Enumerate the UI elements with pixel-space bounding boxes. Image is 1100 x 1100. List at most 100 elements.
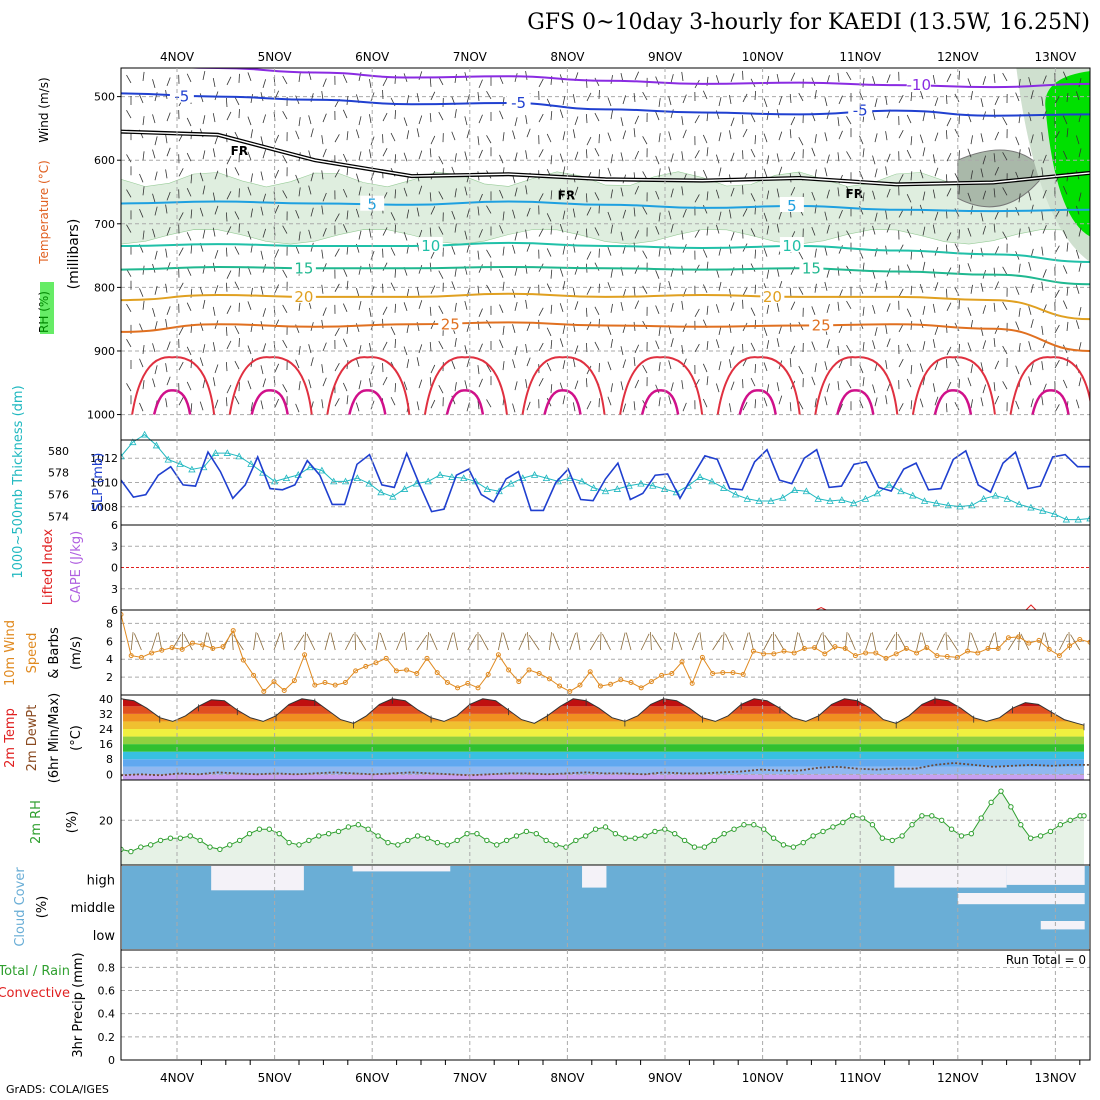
thickness-point bbox=[235, 452, 243, 460]
wind-barb bbox=[776, 74, 780, 83]
wind-barb bbox=[165, 248, 168, 258]
wind-barb bbox=[754, 319, 757, 329]
contour-label: 5 bbox=[787, 197, 797, 215]
wind-barb bbox=[919, 90, 924, 100]
wind-speed-point bbox=[128, 653, 134, 659]
wind-barb bbox=[550, 339, 553, 350]
wind-barb-10m bbox=[589, 634, 600, 651]
wind-barb bbox=[885, 96, 888, 106]
wind-barb-10m bbox=[885, 634, 896, 651]
wind-barb bbox=[574, 230, 579, 240]
wind-barb bbox=[1018, 193, 1021, 203]
wind-barb bbox=[586, 365, 592, 375]
rh-point bbox=[859, 815, 866, 821]
wind-barb bbox=[668, 131, 672, 141]
wind-barb bbox=[702, 90, 708, 100]
temp-band bbox=[123, 759, 1084, 767]
wind-barb bbox=[346, 166, 349, 176]
wind-barb bbox=[390, 282, 396, 291]
wind-barb bbox=[642, 364, 648, 374]
wind-barb-10m bbox=[742, 632, 749, 651]
rh-point bbox=[355, 822, 362, 828]
wind-barb bbox=[139, 402, 144, 412]
wind-barb bbox=[562, 395, 566, 405]
wind-barb bbox=[512, 403, 516, 413]
thickness-point bbox=[176, 460, 184, 467]
wind-barb bbox=[607, 211, 612, 221]
temp-contour-35 bbox=[543, 389, 582, 415]
wind-barb bbox=[454, 338, 457, 348]
wind-speed-point bbox=[444, 679, 450, 685]
wind-speed-point bbox=[240, 657, 246, 663]
wind-barb bbox=[1066, 286, 1069, 296]
wind-barb bbox=[438, 156, 444, 165]
cloud-pct-label: (%) bbox=[35, 896, 50, 919]
wind-barb bbox=[715, 383, 720, 393]
wind-barb bbox=[454, 267, 457, 277]
wind-speed-point bbox=[740, 671, 746, 677]
wind-barb-10m bbox=[970, 633, 979, 651]
wind-barb bbox=[694, 229, 700, 238]
thickness-point bbox=[121, 452, 125, 460]
wind-speed-point bbox=[455, 685, 461, 691]
wind-barb bbox=[369, 343, 372, 353]
wind-barb-10m bbox=[527, 632, 530, 651]
thickness-point bbox=[1074, 515, 1082, 523]
wind-barb bbox=[814, 398, 817, 408]
wind-barb bbox=[715, 75, 720, 85]
wind-barb-10m bbox=[844, 632, 848, 651]
wind-barb bbox=[451, 131, 456, 141]
wind-speed-point bbox=[659, 672, 665, 678]
wind-barb bbox=[154, 206, 158, 216]
wind-barb bbox=[874, 98, 878, 108]
rh-point bbox=[375, 833, 381, 839]
wind-barb bbox=[260, 365, 264, 375]
wind-barb bbox=[994, 131, 1000, 141]
wind-barb bbox=[550, 155, 553, 165]
wind-barb bbox=[486, 135, 492, 144]
wind-barb bbox=[186, 302, 192, 311]
wind-barb bbox=[225, 97, 228, 108]
wind-barb bbox=[946, 346, 952, 356]
wind-barb bbox=[298, 346, 301, 356]
wind-barb bbox=[934, 97, 939, 107]
wind-barb bbox=[1030, 319, 1034, 329]
wind-barb bbox=[1054, 324, 1060, 334]
wind-barb bbox=[225, 362, 228, 372]
wind-barb-10m bbox=[748, 632, 754, 651]
wind-barb bbox=[682, 129, 687, 139]
wind-barb bbox=[634, 379, 640, 389]
wind-barb bbox=[454, 382, 457, 392]
wind-barb bbox=[729, 323, 732, 333]
thickness-point bbox=[306, 463, 314, 471]
thickness-point bbox=[152, 441, 161, 449]
wind-barb bbox=[321, 249, 324, 259]
wind-barb bbox=[610, 268, 613, 278]
wind-barb bbox=[572, 94, 576, 104]
wind-barb bbox=[766, 155, 770, 165]
temp-axis-label-4: (°C) bbox=[69, 725, 84, 751]
wind-barb bbox=[274, 134, 280, 144]
wind-barb bbox=[308, 344, 312, 354]
wind-barb bbox=[514, 152, 518, 162]
pressure-tick-label: 600 bbox=[94, 154, 115, 167]
wind-speed-point bbox=[475, 685, 481, 691]
wind-barb bbox=[247, 345, 252, 355]
thickness-point bbox=[719, 484, 728, 491]
wind-barb bbox=[1054, 359, 1060, 369]
rh-point bbox=[187, 833, 193, 839]
wind-barb bbox=[274, 363, 280, 373]
wind-barb bbox=[750, 113, 756, 123]
wind-barb bbox=[438, 226, 444, 235]
wind-barb bbox=[1078, 306, 1082, 316]
rh-point bbox=[345, 824, 352, 830]
wind-barb bbox=[954, 243, 960, 252]
wind-speed-point bbox=[638, 685, 644, 691]
wind-barb bbox=[694, 150, 700, 159]
rh-point bbox=[325, 830, 332, 837]
wind-barb bbox=[585, 114, 588, 124]
rh-point bbox=[543, 837, 549, 844]
wind-barb bbox=[512, 359, 516, 369]
wind-barb bbox=[886, 338, 891, 348]
wind-barb bbox=[1002, 187, 1008, 196]
